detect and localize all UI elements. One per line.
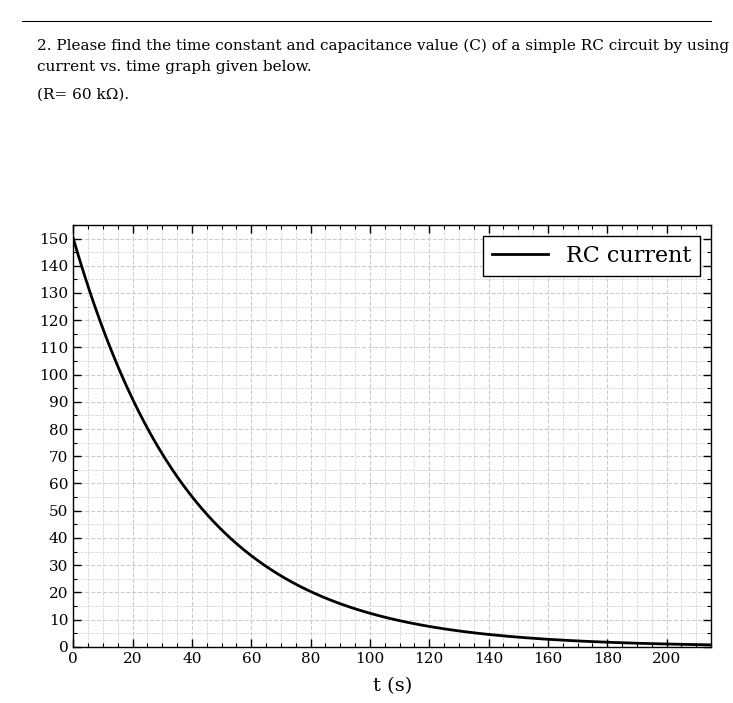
Line: RC current: RC current	[73, 238, 711, 645]
RC current	[688, 640, 696, 649]
RC current	[69, 234, 78, 243]
X-axis label: t (s): t (s)	[372, 677, 412, 695]
RC current	[101, 333, 110, 341]
RC current	[707, 640, 715, 649]
Text: (R= 60 kΩ).: (R= 60 kΩ).	[37, 88, 129, 102]
RC current	[688, 640, 697, 649]
Legend: RC current: RC current	[483, 236, 700, 276]
RC current	[379, 612, 388, 621]
RC current	[362, 608, 371, 617]
Text: 2. Please find the time constant and capacitance value (C) of a simple RC circui: 2. Please find the time constant and cap…	[37, 39, 733, 53]
RC current	[571, 637, 580, 645]
Text: current vs. time graph given below.: current vs. time graph given below.	[37, 60, 312, 74]
